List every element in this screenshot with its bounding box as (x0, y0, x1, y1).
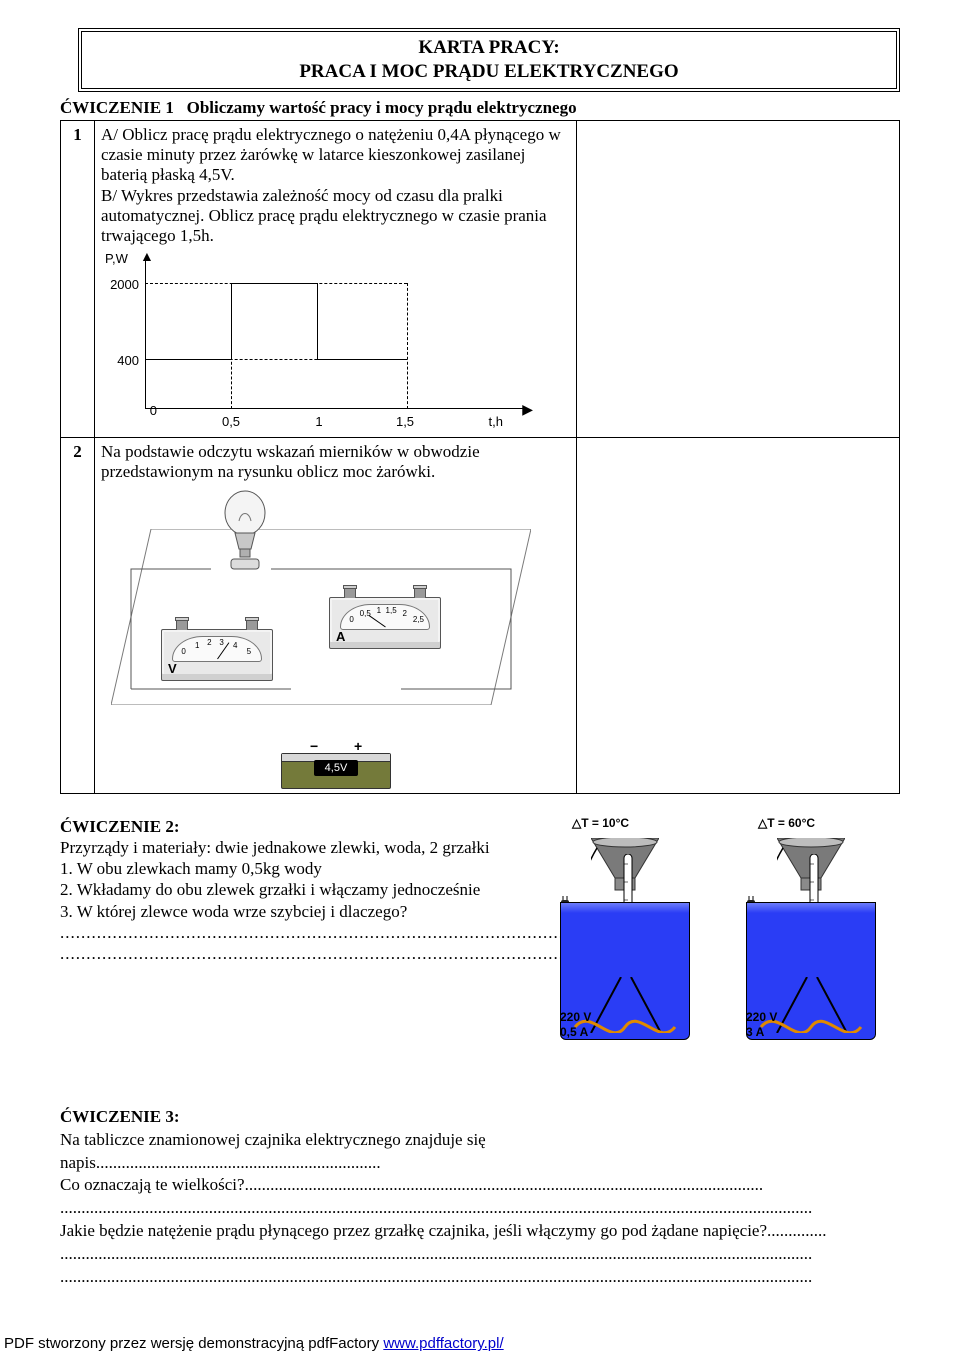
chart-x-arrow-icon: ▶ (522, 402, 533, 416)
exercise2-line3: 2. Wkładamy do obu zlewek grzałki i włąc… (60, 880, 480, 899)
v-tick-0: 0 (181, 647, 185, 656)
row2-answer-blank (577, 437, 900, 793)
a-tick-25: 2,5 (413, 615, 424, 624)
v-tick-5: 5 (247, 647, 251, 656)
battery-plus: + (354, 738, 362, 754)
beaker-left-temp: △T = 10°C (572, 816, 629, 830)
exercise2-text: ĆWICZENIE 2: Przyrządy i materiały: dwie… (60, 816, 540, 965)
row1-number: 1 (61, 120, 95, 437)
row2-body: Na podstawie odczytu wskazań mierników w… (95, 437, 577, 793)
beaker-left-v: 220 V (560, 1010, 591, 1024)
title-line-2: PRACA I MOC PRĄDU ELEKTRYCZNEGO (92, 60, 886, 84)
exercise3-line7: ........................................… (60, 1267, 812, 1286)
chart-x-axis (145, 408, 525, 409)
exercise2-blank-2: ........................................… (60, 944, 632, 963)
v-tick-4: 4 (233, 641, 237, 650)
exercise1-subheading: Obliczamy wartość pracy i mocy prądu ele… (187, 98, 577, 117)
chart-origin-0: 0 (125, 403, 157, 418)
exercise1-table: 1 A/ Oblicz pracę prądu elektrycznego o … (60, 120, 900, 794)
chart-y-axis (145, 257, 146, 409)
pdf-footer: PDF stworzony przez wersję demonstracyjn… (0, 1335, 960, 1352)
a-tick-15: 1,5 (386, 606, 397, 615)
exercise3-line1: Na tabliczce znamionowej czajnika elektr… (60, 1130, 486, 1149)
chart-xtick-05: 0,5 (222, 414, 240, 429)
chart-xtick-15: 1,5 (396, 414, 414, 429)
v-tick-2: 2 (207, 638, 211, 647)
battery: − + 4,5V (281, 753, 391, 789)
exercise2-heading: ĆWICZENIE 2: (60, 817, 180, 836)
row1-body: A/ Oblicz pracę prądu elektrycznego o na… (95, 120, 577, 437)
chart-seg-2 (231, 283, 232, 359)
exercise3-line3: Co oznaczają te wielkości?..............… (60, 1175, 763, 1194)
beakers-figure: △T = 10°C (556, 816, 900, 1086)
chart-seg-1 (145, 359, 231, 360)
chart-seg-5 (317, 359, 407, 360)
beaker-left-label: 220 V 0,5 A (560, 1010, 591, 1041)
ammeter-scale: 0 0,5 1 1,5 2 2,5 (347, 606, 423, 624)
exercise2-blank-1: ........................................… (60, 923, 632, 942)
voltmeter-scale: 0 1 2 3 4 5 (179, 638, 255, 656)
title-frame: KARTA PRACY: PRACA I MOC PRĄDU ELEKTRYCZ… (78, 28, 900, 92)
beaker-right-a: 3 A (746, 1025, 764, 1039)
title-box: KARTA PRACY: PRACA I MOC PRĄDU ELEKTRYCZ… (81, 31, 897, 89)
battery-minus: − (310, 738, 318, 754)
voltmeter: 0 1 2 3 4 5 V (161, 629, 273, 681)
exercise3-line4: ........................................… (60, 1198, 812, 1217)
exercise1-label: ĆWICZENIE 1 (60, 98, 174, 117)
v-tick-1: 1 (195, 641, 199, 650)
ammeter: 0 0,5 1 1,5 2 2,5 A (329, 597, 441, 649)
exercise1-heading: ĆWICZENIE 1 Obliczamy wartość pracy i mo… (60, 98, 900, 118)
chart-guide-v2 (407, 283, 408, 409)
title-line-1: KARTA PRACY: (92, 36, 886, 60)
exercise2-line2: 1. W obu zlewkach mamy 0,5kg wody (60, 859, 322, 878)
footer-text: PDF stworzony przez wersję demonstracyjn… (4, 1335, 383, 1352)
footer-link[interactable]: www.pdffactory.pl/ (383, 1335, 503, 1352)
beaker-right-temp: △T = 60°C (758, 816, 815, 830)
voltmeter-label: V (168, 661, 177, 676)
ammeter-label: A (336, 629, 345, 644)
row1-answer-blank (577, 120, 900, 437)
a-tick-2: 2 (403, 609, 407, 618)
exercise3-line2: napis...................................… (60, 1153, 381, 1172)
exercise3-heading: ĆWICZENIE 3: (60, 1107, 180, 1126)
chart-ytick-2000: 2000 (107, 277, 139, 292)
row2-text: Na podstawie odczytu wskazań mierników w… (101, 442, 570, 483)
chart-xtick-1: 1 (315, 414, 322, 429)
a-tick-0: 0 (349, 615, 353, 624)
exercise3-line6: ........................................… (60, 1244, 812, 1263)
exercise3: ĆWICZENIE 3: Na tabliczce znamionowej cz… (60, 1106, 900, 1290)
beaker-right-v: 220 V (746, 1010, 777, 1024)
light-bulb-icon (221, 489, 269, 569)
chart-y-arrow-icon: ▲ (140, 249, 154, 263)
chart-x-axis-label: t,h (489, 414, 503, 429)
power-time-chart: P,W ▲ ▶ 2000 400 0 0,5 1 1,5 t,h (101, 253, 531, 433)
v-tick-3: 3 (219, 638, 223, 647)
battery-label: 4,5V (314, 760, 358, 776)
chart-ytick-400: 400 (107, 353, 139, 368)
circuit-diagram: 0 1 2 3 4 5 V (101, 489, 541, 789)
chart-seg-4 (317, 283, 318, 359)
chart-y-axis-label: P,W (105, 251, 128, 266)
beaker-left-a: 0,5 A (560, 1025, 588, 1039)
exercise2-line4: 3. W której zlewce woda wrze szybciej i … (60, 902, 407, 921)
exercise2-line1: Przyrządy i materiały: dwie jednakowe zl… (60, 838, 490, 857)
row1-text: A/ Oblicz pracę prądu elektrycznego o na… (101, 125, 570, 247)
chart-seg-3 (231, 283, 317, 284)
exercise3-line5: Jakie będzie natężenie prądu płynącego p… (60, 1221, 827, 1240)
a-tick-1: 1 (377, 606, 381, 615)
row2-number: 2 (61, 437, 95, 793)
beaker-right-label: 220 V 3 A (746, 1010, 777, 1041)
